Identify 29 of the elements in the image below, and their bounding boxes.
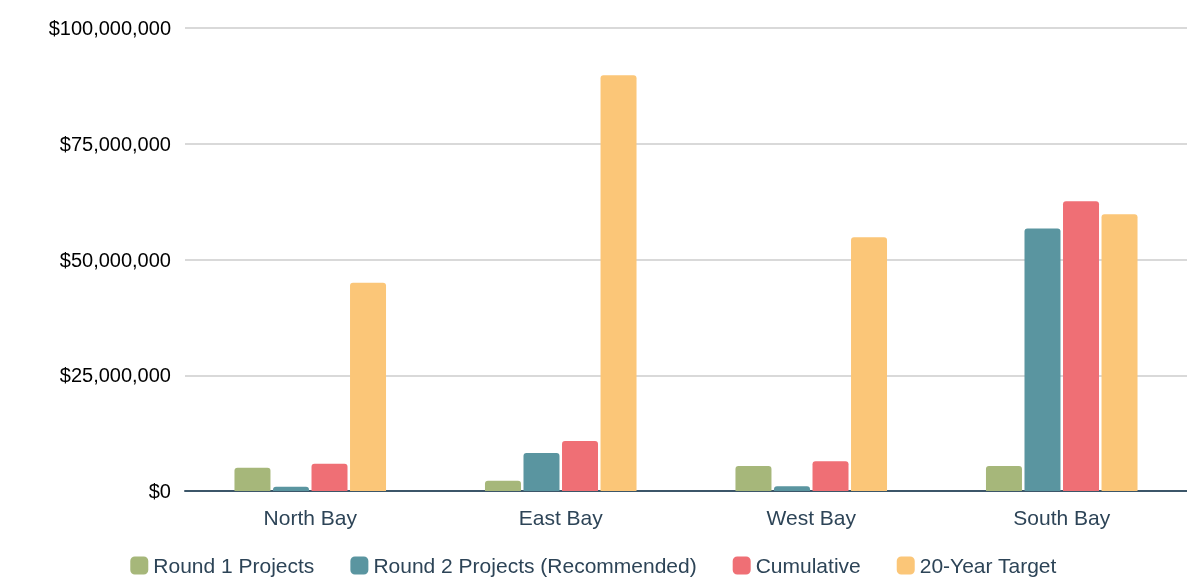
bar	[523, 453, 560, 491]
x-tick-label: East Bay	[518, 506, 604, 529]
bar	[562, 441, 599, 491]
bar	[350, 282, 387, 491]
x-tick-label: West Bay	[766, 506, 857, 529]
legend-label: Cumulative	[755, 554, 861, 577]
bar	[1024, 228, 1061, 491]
bar	[851, 237, 888, 491]
bar	[812, 461, 849, 491]
x-tick-label: North Bay	[263, 506, 358, 529]
y-tick-label: $75,000,000	[59, 132, 171, 155]
bar	[484, 480, 521, 491]
legend-label: Round 1 Projects	[153, 554, 315, 577]
legend-label: Round 2 Projects (Recommended)	[373, 554, 697, 577]
bar	[1063, 201, 1100, 491]
legend-label: 20-Year Target	[919, 554, 1057, 577]
bar	[311, 463, 348, 491]
bar	[773, 486, 810, 491]
bar	[735, 466, 772, 491]
bar	[272, 486, 309, 491]
bar	[600, 75, 637, 491]
x-tick-label: South Bay	[1013, 506, 1111, 529]
bar	[985, 466, 1022, 491]
bar	[234, 467, 271, 491]
bar	[1101, 214, 1138, 491]
y-tick-label: $100,000,000	[48, 17, 171, 39]
y-tick-label: $50,000,000	[59, 248, 171, 271]
y-tick-label: $0	[148, 480, 171, 502]
y-tick-label: $25,000,000	[59, 364, 171, 387]
